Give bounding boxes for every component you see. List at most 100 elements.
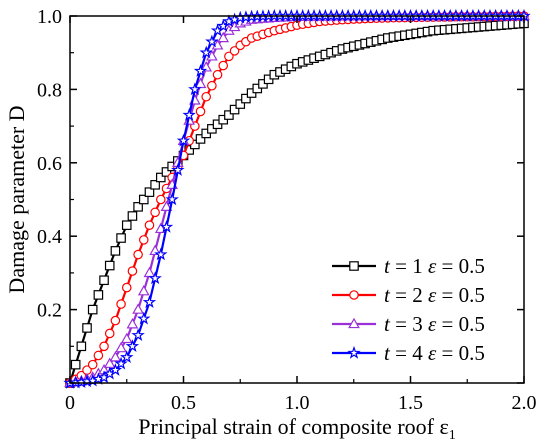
legend-marker bbox=[348, 317, 360, 329]
data-point bbox=[93, 290, 104, 300]
x-tick-label: 1.5 bbox=[398, 392, 423, 414]
data-point bbox=[218, 60, 229, 71]
data-point bbox=[87, 304, 98, 315]
data-point bbox=[188, 82, 202, 96]
data-point bbox=[133, 249, 143, 260]
data-point bbox=[160, 200, 173, 212]
data-point bbox=[93, 350, 104, 361]
data-point bbox=[143, 266, 156, 278]
data-point bbox=[132, 303, 144, 314]
data-point bbox=[127, 266, 138, 276]
x-tick-label: 2.0 bbox=[512, 392, 537, 414]
series-1 bbox=[65, 18, 529, 388]
data-point bbox=[133, 202, 143, 212]
y-tick-label: 0.4 bbox=[37, 226, 62, 248]
data-point bbox=[171, 163, 185, 176]
data-point bbox=[217, 31, 230, 43]
legend-marker bbox=[349, 261, 359, 271]
data-point bbox=[116, 233, 126, 243]
data-point bbox=[224, 51, 234, 62]
data-point bbox=[104, 260, 115, 271]
data-point bbox=[142, 295, 157, 308]
legend-label: t = 4 ε = 0.5 bbox=[384, 341, 485, 365]
data-point bbox=[150, 180, 160, 190]
data-point bbox=[76, 341, 87, 352]
legend-item: t = 2 ε = 0.5 bbox=[332, 283, 485, 307]
data-point bbox=[212, 69, 223, 80]
data-point bbox=[87, 359, 98, 370]
data-point bbox=[110, 246, 121, 256]
data-point bbox=[144, 187, 155, 197]
data-point bbox=[108, 363, 123, 376]
data-point bbox=[116, 299, 126, 309]
data-point bbox=[115, 341, 127, 353]
x-axis-ticks: 0 0.5 1.0 1.5 2.0 bbox=[65, 16, 537, 414]
data-point bbox=[150, 207, 160, 218]
data-point bbox=[137, 311, 151, 325]
data-point bbox=[137, 284, 150, 296]
data-point bbox=[114, 356, 128, 370]
data-point bbox=[161, 167, 172, 177]
data-point bbox=[99, 275, 109, 286]
x-axis-label-subscript: 1 bbox=[449, 428, 456, 443]
data-point bbox=[154, 247, 168, 261]
y-tick-label: 0.8 bbox=[37, 79, 62, 101]
data-point bbox=[229, 46, 240, 56]
data-point bbox=[109, 351, 122, 362]
data-point bbox=[176, 133, 191, 147]
data-point bbox=[120, 332, 133, 344]
data-point bbox=[127, 211, 138, 221]
y-axis-ticks: 0.2 0.4 0.6 0.8 1.0 bbox=[37, 6, 524, 384]
legend-label: t = 1 ε = 0.5 bbox=[384, 254, 485, 278]
x-axis-label: Principal strain of composite roof ε1 bbox=[138, 414, 455, 443]
data-point bbox=[148, 271, 162, 285]
legend-item: t = 1 ε = 0.5 bbox=[332, 254, 485, 278]
legend: t = 1 ε = 0.5 t = 2 ε = 0.5 t = 3 ε = 0.5 t… bbox=[332, 254, 485, 365]
data-point bbox=[120, 350, 134, 364]
data-point bbox=[207, 80, 217, 91]
data-point bbox=[156, 172, 166, 183]
data-point bbox=[99, 341, 109, 352]
data-point bbox=[126, 318, 139, 329]
x-axis-label-main: Principal strain of composite roof ε bbox=[138, 414, 448, 439]
legend-marker bbox=[349, 290, 359, 300]
data-point bbox=[70, 359, 81, 370]
data-point bbox=[241, 93, 251, 104]
data-point bbox=[205, 34, 219, 48]
data-point bbox=[144, 220, 155, 230]
legend-item: t = 3 ε = 0.5 bbox=[332, 312, 485, 336]
data-point bbox=[201, 91, 211, 102]
data-point bbox=[165, 192, 179, 206]
data-point bbox=[138, 235, 149, 245]
data-point bbox=[229, 104, 240, 115]
data-point bbox=[159, 219, 174, 233]
legend-label: t = 2 ε = 0.5 bbox=[384, 283, 485, 307]
data-point bbox=[199, 45, 213, 59]
data-point bbox=[224, 110, 234, 120]
data-point bbox=[156, 194, 166, 205]
data-point bbox=[125, 339, 140, 353]
data-point bbox=[121, 282, 132, 293]
y-tick-label: 0.6 bbox=[37, 153, 62, 175]
data-point bbox=[193, 63, 208, 77]
legend-marker bbox=[347, 345, 361, 359]
data-point bbox=[110, 315, 121, 326]
data-point bbox=[195, 106, 206, 117]
data-point bbox=[138, 194, 149, 205]
x-tick-label: 1.0 bbox=[285, 392, 310, 414]
legend-item: t = 4 ε = 0.5 bbox=[332, 341, 485, 365]
y-axis-label: Damage parameter D bbox=[4, 105, 29, 293]
plot-marks bbox=[63, 8, 531, 389]
data-point bbox=[182, 108, 196, 121]
x-tick-label: 0 bbox=[65, 392, 75, 414]
x-tick-label: 0.5 bbox=[171, 392, 196, 414]
data-point bbox=[104, 328, 115, 339]
y-tick-label: 0.2 bbox=[37, 300, 62, 322]
y-tick-label: 1.0 bbox=[37, 6, 62, 28]
legend-label: t = 3 ε = 0.5 bbox=[384, 312, 485, 336]
data-point bbox=[235, 99, 246, 109]
data-point bbox=[195, 134, 206, 144]
data-point bbox=[131, 328, 145, 342]
data-point bbox=[82, 323, 92, 333]
